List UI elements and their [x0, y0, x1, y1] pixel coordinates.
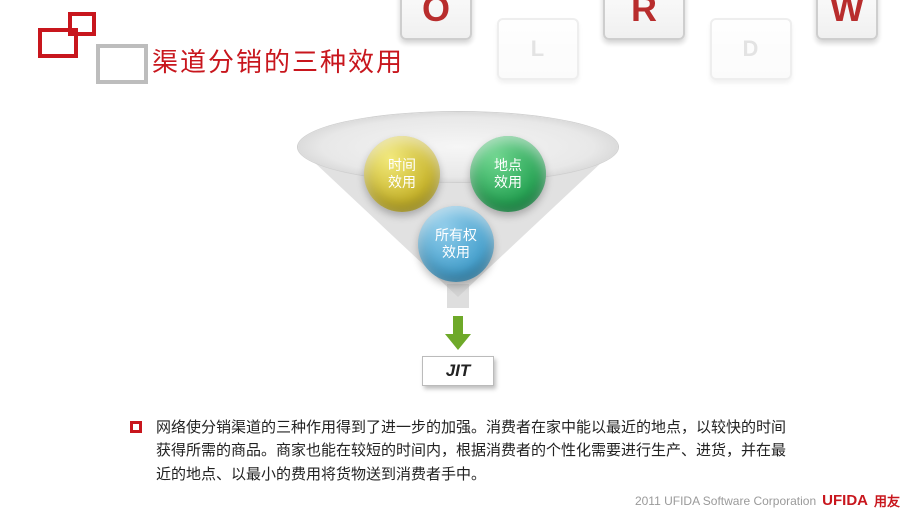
circle-place-l1: 地点 — [494, 157, 522, 175]
circle-time: 时间 效用 — [364, 136, 440, 212]
circle-place-l2: 效用 — [494, 174, 522, 192]
circle-place: 地点 效用 — [470, 136, 546, 212]
jit-box: JIT — [422, 356, 494, 386]
down-arrow-icon — [448, 316, 468, 350]
circle-own-l1: 所有权 — [435, 227, 477, 245]
circle-own-l2: 效用 — [442, 244, 470, 262]
key-w: W — [816, 0, 878, 40]
circle-time-l1: 时间 — [388, 157, 416, 175]
key-d: D — [710, 18, 792, 80]
circle-time-l2: 效用 — [388, 174, 416, 192]
body-bullet: 网络使分销渠道的三种作用得到了进一步的加强。消费者在家中能以最近的地点，以较快的… — [130, 416, 790, 486]
key-o: O — [400, 0, 472, 40]
footer-brand-cn: 用友 — [874, 491, 900, 510]
footer-brand-en: UFIDA — [822, 492, 868, 509]
circle-ownership: 所有权 效用 — [418, 206, 494, 282]
bullet-icon — [130, 421, 142, 433]
funnel-mouth — [298, 112, 618, 182]
key-r: R — [603, 0, 685, 40]
funnel-stem — [447, 284, 469, 308]
funnel-diagram: 时间 效用 地点 效用 所有权 效用 JIT — [298, 112, 618, 402]
page-title: 渠道分销的三种效用 — [152, 42, 404, 79]
footer-copyright: 2011 UFIDA Software Corporation — [635, 494, 816, 508]
decorative-keys: O L R D W — [400, 0, 920, 70]
key-l: L — [497, 18, 579, 80]
body-text: 网络使分销渠道的三种作用得到了进一步的加强。消费者在家中能以最近的地点，以较快的… — [156, 416, 790, 486]
footer: 2011 UFIDA Software Corporation UFIDA 用友 — [635, 491, 900, 510]
